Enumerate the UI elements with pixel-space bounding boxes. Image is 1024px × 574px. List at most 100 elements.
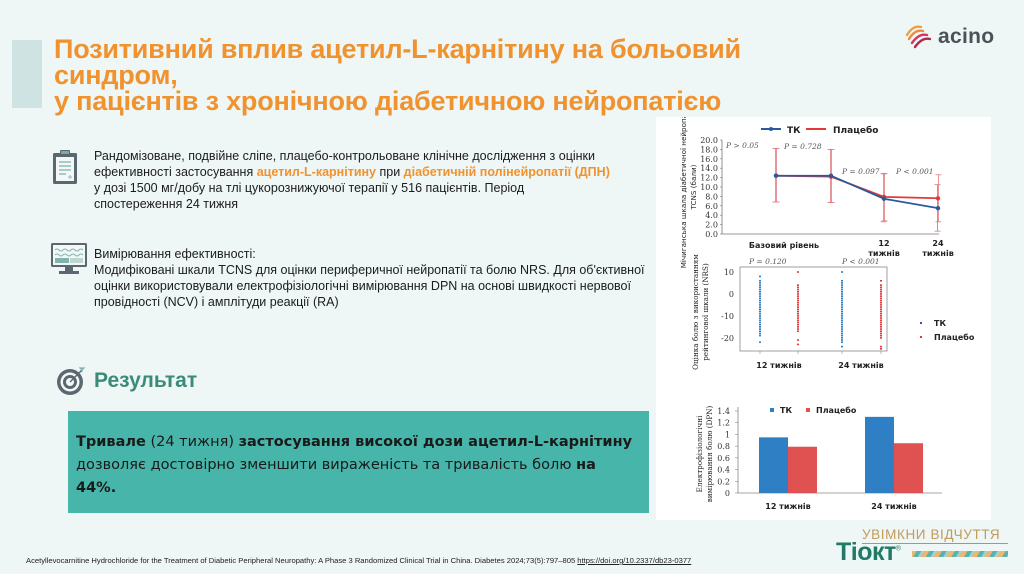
chart2-point <box>797 284 799 286</box>
chart2-point <box>797 304 799 306</box>
result-bold-2: застосування високої дози ацетил-L-карні… <box>238 434 633 450</box>
chart3-y-tick: 0.6 <box>717 454 730 463</box>
chart2-point <box>841 310 843 313</box>
reference-text: Acetyllevocarnitine Hydrochloride for th… <box>26 556 578 565</box>
chart3-bar-tk <box>865 416 894 493</box>
chart1-y-tick: 16.0 <box>700 155 718 164</box>
chart2-point <box>880 345 882 348</box>
chart2-point <box>759 315 761 317</box>
chart2-point <box>759 334 761 337</box>
monitor-chart-icon <box>51 243 87 274</box>
chart2-point <box>880 306 882 308</box>
chart3-bar-tk <box>759 437 788 493</box>
chart2-y-tick: -10 <box>721 312 734 321</box>
chart3-bar-placebo <box>788 446 817 493</box>
chart2-point <box>759 293 761 295</box>
chart2-point <box>759 288 761 291</box>
result-text-1: (24 тижня) <box>145 434 239 450</box>
title-accent-bar <box>12 40 42 108</box>
clipboard-icon <box>53 150 77 184</box>
chart2-point <box>841 337 843 339</box>
chart1-y-tick: 2.0 <box>705 221 718 230</box>
chart3-bar-placebo <box>894 443 923 493</box>
reference-doi-link[interactable]: https://doi.org/10.2337/db23-0377 <box>577 556 692 565</box>
chart2-y-tick: -20 <box>721 334 734 343</box>
chart2-point <box>841 339 843 341</box>
chart2-point <box>841 332 843 335</box>
chart1-y-tick: 8.0 <box>705 192 718 201</box>
chart2-point <box>841 328 843 330</box>
chart2-point <box>759 317 761 319</box>
chart2-point <box>797 290 799 293</box>
chart2-p-value: P = 0.120 <box>748 257 787 266</box>
chart2-point <box>797 293 799 295</box>
chart2-point <box>880 286 882 289</box>
chart2-point <box>841 288 843 291</box>
target-icon <box>57 367 86 395</box>
chart2-point <box>841 306 843 308</box>
acino-logo-text: acino <box>938 25 995 48</box>
chart2-point <box>880 330 882 333</box>
chart2-point <box>797 343 799 346</box>
chart3-legend-tk-label: ТК <box>780 406 792 415</box>
chart2-point <box>759 323 761 326</box>
chart2-point <box>797 323 799 326</box>
chart2-point <box>759 330 761 333</box>
chart2-point <box>759 301 761 304</box>
chart2-point <box>841 297 843 300</box>
chart2-point <box>841 312 843 315</box>
chart3-legend-placebo-marker <box>806 408 810 412</box>
page-title: Позитивний вплив ацетил-L-карнітину на б… <box>54 36 914 115</box>
chart2-point <box>797 286 799 289</box>
chart1-p-value: P = 0.728 <box>783 142 822 151</box>
result-bold-3: на 44%. <box>76 457 596 496</box>
chart2-point <box>841 290 843 293</box>
chart1-p-value: P = 0.097 <box>841 167 880 176</box>
chart3-legend-tk-marker <box>770 408 774 412</box>
chart1-data-point <box>881 196 887 201</box>
chart2-point <box>841 326 843 328</box>
chart1-y-tick: 20.0 <box>700 136 718 145</box>
acino-logo: acino <box>903 22 994 52</box>
study-text-c: у дозі 1500 мг/добу на тлі цукорознижуюч… <box>94 181 525 211</box>
brand-stripes <box>912 551 1008 557</box>
chart2-point <box>880 315 882 317</box>
result-summary-box: Тривале (24 тижня) застосування високої … <box>68 411 649 513</box>
chart1-y-tick: 18.0 <box>700 145 718 154</box>
chart2-point <box>880 323 882 326</box>
chart1-data-point <box>935 205 941 211</box>
chart3-y-tick: 1.2 <box>717 419 730 428</box>
chart3-x-label: 24 тижнів <box>871 501 916 511</box>
chart2-x-label: 12 тижнів <box>756 360 801 370</box>
chart2-legend-tk-label: ТК <box>934 319 946 328</box>
chart2-point <box>797 306 799 308</box>
chart2-point <box>880 348 882 350</box>
chart2-point <box>880 301 882 304</box>
chart2-point <box>841 345 843 348</box>
chart2-y-label: рейтингової шкали (NRS) <box>701 263 710 361</box>
chart2-point <box>880 279 882 282</box>
chart2-point <box>797 295 799 297</box>
chart2-point <box>797 315 799 317</box>
chart2-point <box>759 297 761 300</box>
chart2-point <box>841 299 843 302</box>
chart2-point <box>759 275 761 278</box>
chart2-point <box>797 328 799 330</box>
chart2-point <box>841 323 843 326</box>
result-title: Результат <box>94 369 198 392</box>
chart1-x-label: 12 <box>878 239 889 248</box>
chart2-point <box>880 284 882 286</box>
chart1-y-tick: 12.0 <box>700 174 718 183</box>
chart2-point <box>797 299 799 302</box>
chart2-legend-placebo-label: Плацебо <box>934 332 975 342</box>
chart2-point <box>797 319 799 322</box>
measurement-text: Модифіковані шкали TCNS для оцінки периф… <box>94 263 645 309</box>
chart2-y-tick: 0 <box>729 290 734 299</box>
brand-registered-mark: ® <box>895 545 901 553</box>
chart1-p-value: P < 0.001 <box>895 167 934 176</box>
chart2-point <box>759 282 761 284</box>
chart2-point <box>880 332 882 335</box>
chart2-point <box>759 306 761 308</box>
chart2-point <box>759 319 761 322</box>
chart1-y-tick: 4.0 <box>705 211 718 220</box>
